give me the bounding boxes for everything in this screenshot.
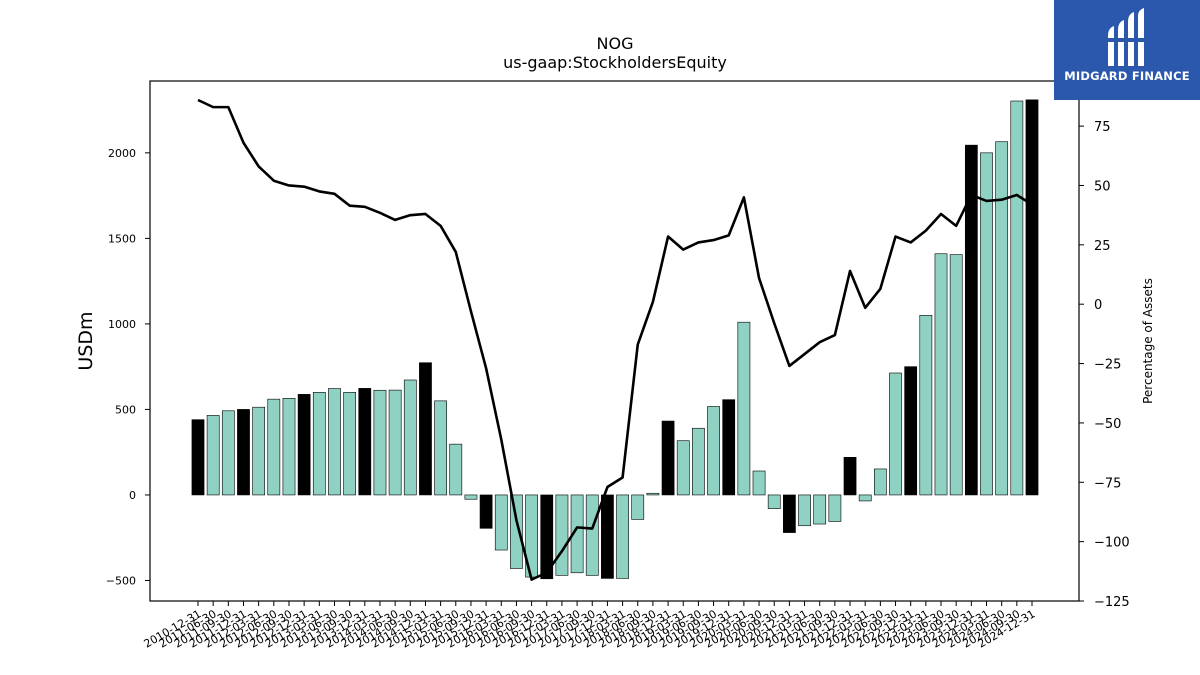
bar: [540, 494, 554, 580]
bar: [297, 394, 311, 496]
bar: [767, 494, 781, 509]
bar: [419, 362, 432, 496]
right-tick-label: 25: [1094, 239, 1111, 254]
bar: [707, 406, 720, 496]
bar: [752, 470, 766, 496]
bar: [661, 420, 675, 496]
bar: [585, 494, 599, 576]
left-tick-label: 500: [115, 403, 136, 416]
bar: [692, 427, 705, 496]
right-axis-label: Percentage of Assets: [1141, 278, 1155, 404]
bar: [479, 494, 493, 529]
bar: [358, 388, 372, 496]
right-tick-label: −25: [1094, 358, 1121, 373]
bar: [995, 141, 1009, 496]
bar: [646, 492, 660, 496]
x-axis: 2010-12-312011-06-302011-09-302011-12-31…: [142, 601, 1038, 651]
bar: [206, 415, 220, 496]
bar: [828, 494, 842, 522]
line-path: [197, 98, 1033, 581]
plot-frame: [149, 80, 1080, 602]
bar: [858, 494, 872, 502]
bar: [934, 253, 948, 496]
right-tick-label: −50: [1094, 417, 1121, 432]
bar: [889, 372, 902, 496]
bar: [813, 494, 827, 525]
bar: [964, 144, 978, 496]
bar: [873, 468, 887, 496]
bar: [570, 494, 584, 574]
bar: [191, 419, 205, 496]
bar: [798, 494, 811, 527]
bar: [252, 406, 266, 496]
bar: [343, 392, 357, 496]
bar-series: [191, 99, 1039, 580]
bar: [555, 494, 569, 576]
bar: [388, 389, 402, 496]
right-tick-label: −125: [1094, 595, 1130, 610]
bar: [919, 315, 933, 496]
bar: [221, 410, 235, 496]
left-tick-label: 1000: [108, 318, 136, 331]
left-tick-label: 0: [129, 489, 136, 502]
bar: [449, 443, 463, 496]
bar: [464, 494, 478, 500]
chart-title: NOG: [597, 34, 634, 53]
left-y-axis: −500 0 500 1000 1500 2000: [106, 147, 150, 587]
bar: [737, 321, 751, 496]
logo-mark-icon: [1106, 8, 1146, 66]
right-tick-label: −100: [1094, 536, 1130, 551]
bar: [312, 392, 326, 496]
bar: [980, 152, 993, 496]
bar: [1025, 99, 1039, 496]
left-tick-label: 1500: [108, 232, 136, 245]
bar: [434, 400, 447, 496]
left-tick-label: −500: [106, 574, 136, 587]
chart-subtitle: us-gaap:StockholdersEquity: [503, 53, 727, 72]
bar: [510, 494, 523, 569]
bar: [783, 494, 796, 533]
bar: [373, 389, 387, 496]
bar: [403, 379, 417, 496]
right-tick-label: 75: [1094, 120, 1111, 135]
right-tick-label: −75: [1094, 476, 1121, 491]
bar: [494, 494, 508, 551]
right-tick-label: 50: [1094, 179, 1111, 194]
brand-logo: MIDGARD FINANCE: [1054, 0, 1200, 100]
bar: [237, 409, 250, 496]
bar: [904, 366, 918, 496]
bar: [328, 388, 341, 496]
line-series: [197, 98, 1033, 581]
y-axis-label: USDm: [75, 311, 97, 370]
bar: [601, 494, 614, 579]
bar: [631, 494, 645, 520]
bar: [676, 440, 690, 496]
bar: [949, 254, 963, 496]
logo-text: MIDGARD FINANCE: [1064, 69, 1190, 83]
bar: [843, 457, 857, 496]
bar: [722, 399, 736, 496]
bar: [267, 398, 281, 496]
right-y-axis: −125 −100 −75 −50 −25 0 25 50 75: [1079, 120, 1130, 610]
bar: [282, 397, 296, 496]
bar: [616, 494, 629, 579]
right-tick-label: 0: [1094, 298, 1102, 313]
bar: [1010, 100, 1024, 496]
left-tick-label: 2000: [108, 147, 136, 160]
